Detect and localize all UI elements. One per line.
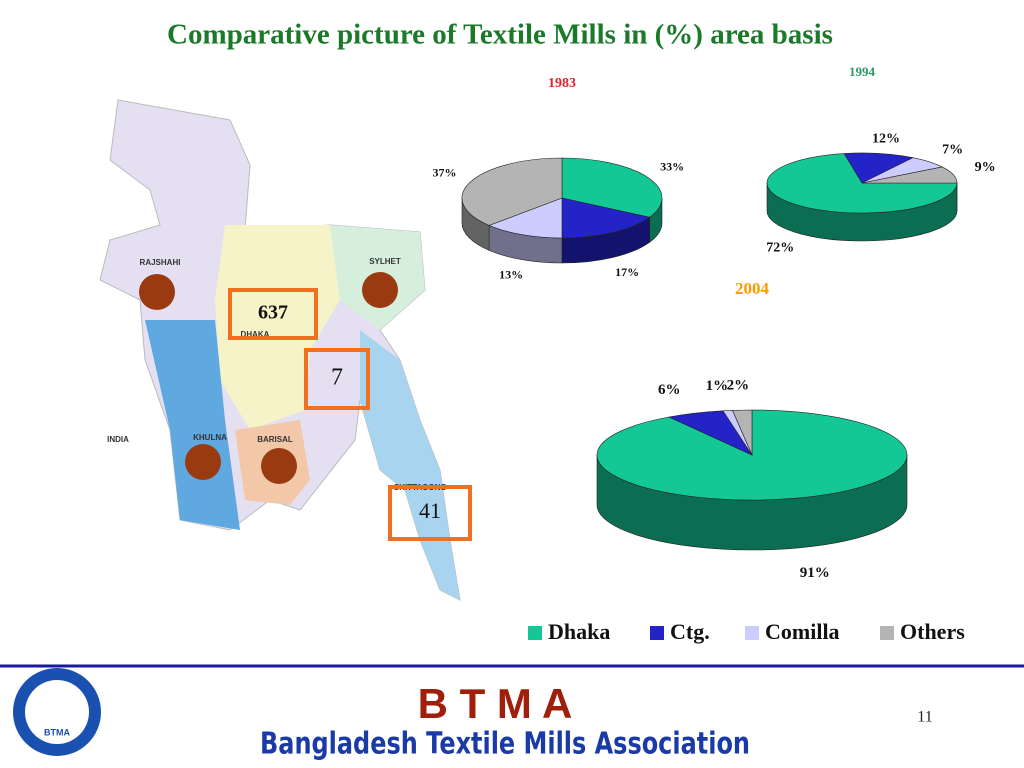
region-label: RAJSHAHI (140, 258, 181, 267)
legend-swatch (528, 626, 542, 640)
dhaka-division (215, 225, 340, 430)
chittagong-division (360, 330, 460, 600)
legend-label: Comilla (765, 619, 840, 644)
pie-title: 1994 (849, 64, 876, 79)
region-label: INDIA (107, 435, 129, 444)
data-label: 12% (872, 131, 900, 146)
legend-label: Ctg. (670, 619, 710, 644)
location-marker (185, 444, 221, 480)
region-label: BARISAL (257, 435, 293, 444)
footer-name: Bangladesh Textile Mills Association (260, 727, 750, 762)
khulna-division (145, 320, 240, 530)
count-box (228, 288, 318, 340)
pie-title: 1983 (548, 76, 576, 91)
legend-label: Dhaka (548, 619, 610, 644)
count-label: 637 (258, 302, 288, 324)
count-label: 41 (419, 498, 441, 523)
count-box (304, 348, 370, 410)
logo: BTMA (13, 668, 101, 756)
data-label: 17% (615, 265, 639, 279)
slide-title: Comparative picture of Textile Mills in … (167, 19, 833, 51)
data-label: 33% (660, 160, 684, 174)
pie-slice (732, 409, 753, 456)
region-label: KHULNA (193, 433, 227, 442)
pie-slice (861, 166, 958, 184)
logo-inner (25, 680, 89, 744)
data-label: 37% (433, 165, 457, 179)
count-label: 7 (331, 365, 343, 391)
data-label: 2% (727, 377, 750, 393)
pie-slice (488, 197, 563, 239)
location-marker (139, 274, 175, 310)
legend-swatch (880, 626, 894, 640)
page-number: 11 (917, 709, 932, 726)
data-label: 6% (658, 382, 681, 398)
pie-slice (461, 157, 563, 226)
pie-slice (843, 152, 914, 184)
legend-swatch (745, 626, 759, 640)
location-marker (362, 272, 398, 308)
region-label: DHAKA (241, 330, 270, 339)
data-label: 7% (942, 143, 963, 158)
pie-slice (561, 197, 651, 239)
count-box (388, 485, 472, 541)
data-label: 72% (766, 240, 794, 255)
location-marker (261, 448, 297, 484)
footer-acronym: B T M A (418, 680, 573, 727)
legend-swatch (650, 626, 664, 640)
pie-title: 2004 (735, 279, 770, 298)
logo-text: BTMA (44, 727, 70, 737)
data-label: 9% (975, 160, 996, 175)
legend-label: Others (900, 619, 965, 644)
data-label: 91% (800, 565, 830, 581)
region-label: SYLHET (369, 257, 401, 266)
pie-slice (561, 157, 663, 218)
data-label: 1% (706, 378, 729, 394)
data-label: 13% (499, 268, 523, 282)
